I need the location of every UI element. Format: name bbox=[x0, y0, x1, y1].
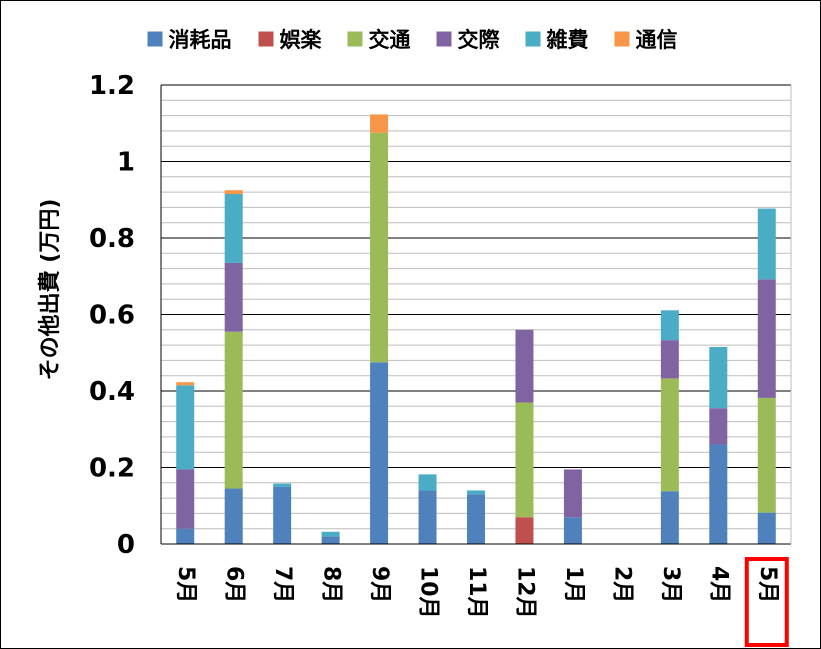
bar-segment-娯楽 bbox=[515, 517, 534, 544]
bar-segment-消耗品 bbox=[273, 486, 292, 544]
y-tick-label: 0.4 bbox=[89, 377, 135, 407]
y-tick-label: 1.2 bbox=[89, 71, 135, 101]
bar-segment-雑費 bbox=[321, 531, 340, 537]
bar-segment-雑費 bbox=[224, 194, 243, 263]
x-category-label: 11月 bbox=[464, 566, 489, 619]
bar-segment-交通 bbox=[757, 397, 776, 513]
x-category-label: 5月 bbox=[755, 566, 780, 603]
bar-segment-交通 bbox=[515, 402, 534, 518]
y-tick-label: 0.6 bbox=[89, 301, 135, 331]
bar-segment-交際 bbox=[176, 469, 195, 529]
legend-label-通信: 通信 bbox=[636, 28, 678, 52]
bar-segment-雑費 bbox=[273, 483, 292, 487]
bars bbox=[176, 114, 776, 544]
legend-swatch-交際 bbox=[436, 31, 452, 47]
bar-segment-雑費 bbox=[660, 310, 679, 341]
bar-segment-雑費 bbox=[709, 347, 728, 409]
bar-segment-消耗品 bbox=[563, 517, 582, 544]
x-category-labels: 5月 6月 7月 8月 9月 10月 11月 12月 1月 2月 3月 4月 5月 bbox=[173, 557, 789, 647]
x-category-label: 6月 bbox=[222, 566, 247, 603]
x-category-label: 1月 bbox=[561, 566, 586, 603]
y-axis-title: その他出費 (万円) bbox=[38, 199, 63, 381]
bar-segment-通信 bbox=[224, 190, 243, 195]
y-tick-label: 0 bbox=[117, 530, 135, 560]
highlight-box bbox=[744, 557, 789, 647]
bar-segment-消耗品 bbox=[467, 494, 485, 544]
bar-segment-消耗品 bbox=[757, 512, 776, 544]
x-category-label: 9月 bbox=[367, 566, 392, 603]
legend-swatch-通信 bbox=[614, 31, 630, 47]
bar-segment-雑費 bbox=[176, 385, 195, 470]
legend-swatch-交通 bbox=[347, 31, 363, 47]
legend-label-交通: 交通 bbox=[369, 28, 411, 52]
bar-segment-交際 bbox=[224, 262, 243, 332]
x-category-label: 8月 bbox=[319, 566, 344, 603]
y-tick-labels: 0 0.2 0.4 0.6 0.8 1 1.2 bbox=[89, 71, 135, 560]
x-category-label: 3月 bbox=[658, 566, 683, 603]
bar-segment-交際 bbox=[660, 340, 679, 379]
y-tick-label: 0.2 bbox=[89, 454, 135, 484]
bar-segment-交通 bbox=[370, 132, 389, 363]
y-tick-label: 0.8 bbox=[89, 224, 135, 254]
legend-label-交際: 交際 bbox=[458, 28, 501, 52]
x-category-label: 12月 bbox=[512, 566, 537, 619]
bar-segment-消耗品 bbox=[418, 490, 437, 544]
bar-segment-交際 bbox=[757, 279, 776, 398]
bar-segment-交際 bbox=[709, 408, 728, 445]
legend: 消耗品 娯楽 交通 交際 雑費 通信 bbox=[147, 28, 678, 52]
bar-segment-消耗品 bbox=[224, 488, 243, 544]
legend-swatch-消耗品 bbox=[147, 31, 163, 47]
bar-segment-交通 bbox=[660, 378, 679, 492]
bar-segment-消耗品 bbox=[370, 362, 389, 544]
bar-segment-消耗品 bbox=[709, 444, 728, 544]
bar-segment-交通 bbox=[224, 331, 243, 489]
grid bbox=[161, 84, 791, 530]
legend-swatch-娯楽 bbox=[258, 31, 274, 47]
bar-segment-消耗品 bbox=[176, 528, 195, 544]
axes bbox=[160, 85, 792, 545]
x-category-label: 4月 bbox=[706, 566, 731, 603]
bar-segment-雑費 bbox=[418, 474, 437, 491]
legend-label-雑費: 雑費 bbox=[546, 28, 589, 52]
bar-segment-交際 bbox=[515, 329, 534, 403]
x-category-label: 10月 bbox=[416, 566, 441, 619]
bar-segment-通信 bbox=[176, 382, 195, 386]
x-category-label: 7月 bbox=[270, 566, 295, 603]
bar-segment-雑費 bbox=[757, 208, 776, 280]
bar-segment-雑費 bbox=[467, 490, 485, 495]
legend-label-娯楽: 娯楽 bbox=[280, 28, 323, 52]
x-category-label: 5月 bbox=[173, 566, 198, 603]
legend-label-消耗品: 消耗品 bbox=[169, 28, 232, 52]
bar-segment-消耗品 bbox=[321, 536, 340, 544]
bar-segment-交際 bbox=[563, 469, 582, 518]
y-tick-label: 1 bbox=[117, 148, 135, 178]
bar-segment-通信 bbox=[370, 114, 389, 133]
x-category-label: 2月 bbox=[609, 566, 634, 603]
bar-segment-消耗品 bbox=[660, 491, 679, 544]
legend-swatch-雑費 bbox=[525, 31, 541, 47]
